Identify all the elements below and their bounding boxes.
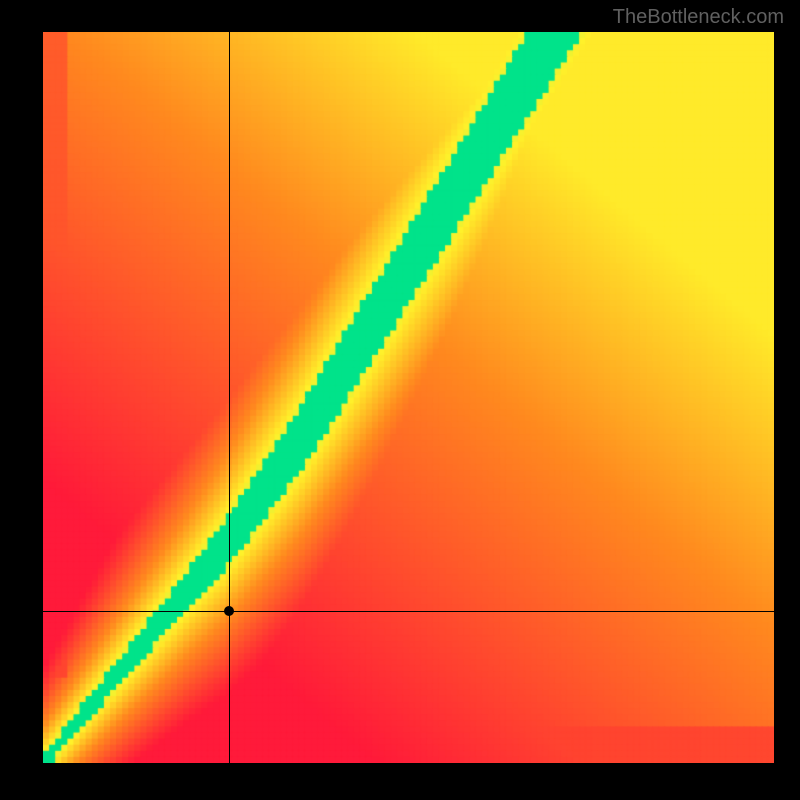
watermark-text: TheBottleneck.com [613,6,784,29]
heatmap-canvas [43,32,774,763]
crosshair-marker [224,606,234,616]
crosshair-vertical [229,32,230,763]
crosshair-horizontal [43,611,774,612]
plot-frame [43,32,774,763]
